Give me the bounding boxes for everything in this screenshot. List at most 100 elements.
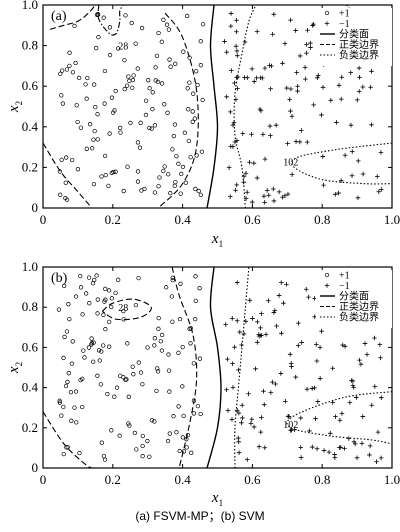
y-tick-label: 0.6	[22, 339, 39, 354]
point-positive	[99, 349, 104, 354]
curve-dashed	[43, 142, 93, 208]
point-positive	[131, 372, 136, 377]
point-negative	[374, 459, 379, 465]
point-positive	[130, 364, 135, 369]
point-negative	[255, 339, 260, 345]
point-negative	[266, 192, 272, 198]
point-negative	[249, 131, 254, 137]
point-negative	[321, 182, 326, 188]
point-positive	[147, 86, 152, 91]
point-positive	[110, 110, 116, 115]
point-positive	[133, 41, 138, 46]
point-positive	[197, 356, 203, 361]
point-negative	[332, 452, 337, 457]
point-positive	[176, 404, 181, 409]
point-positive	[154, 53, 160, 59]
point-negative	[369, 68, 374, 74]
y-tick-label: 1.0	[22, 0, 38, 12]
point-positive	[168, 191, 173, 196]
point-negative	[313, 342, 319, 347]
point-positive	[124, 83, 130, 88]
point-negative	[352, 441, 358, 447]
point-negative	[367, 452, 372, 458]
point-negative	[259, 332, 264, 338]
point-negative	[239, 420, 244, 426]
point-negative	[262, 65, 268, 71]
point-positive	[172, 183, 177, 188]
point-positive	[166, 368, 172, 373]
point-negative	[293, 139, 299, 144]
point-positive	[62, 334, 67, 340]
point-negative	[289, 172, 295, 177]
point-negative	[243, 196, 249, 201]
point-positive	[152, 419, 157, 424]
point-negative	[305, 27, 310, 33]
point-positive	[150, 107, 155, 112]
point-negative	[256, 444, 262, 449]
chart-panel-0: 0 0.2 0.4 0.6 0.8 1.0 0 0.2 0.4 0.6 0.8 1.0 x1 x2 (a) 2…	[6, 0, 400, 249]
point-positive	[180, 435, 186, 440]
point-negative	[288, 361, 294, 366]
point-negative	[298, 445, 304, 450]
point-positive	[70, 157, 75, 163]
point-negative	[336, 190, 341, 196]
point-positive	[155, 369, 161, 374]
point-positive	[192, 116, 198, 121]
point-positive	[80, 312, 85, 317]
point-positive	[156, 326, 161, 331]
point-negative	[303, 286, 309, 292]
curve-dotted	[233, 5, 257, 208]
point-negative	[244, 189, 250, 195]
point-positive	[176, 161, 181, 166]
point-positive	[140, 454, 145, 459]
point-positive	[64, 329, 70, 334]
point-positive	[188, 326, 194, 331]
y-tick-label: 0	[32, 200, 39, 215]
point-positive	[75, 167, 81, 172]
point-positive	[73, 389, 79, 394]
point-positive	[130, 77, 136, 83]
point-positive	[103, 326, 108, 332]
point-positive	[93, 104, 98, 110]
point-positive	[115, 46, 121, 51]
point-negative	[337, 417, 343, 423]
x-tick-label: 0.4	[174, 472, 191, 487]
point-negative	[267, 63, 272, 68]
point-negative	[259, 311, 264, 316]
point-positive	[78, 377, 83, 383]
point-positive	[165, 438, 171, 444]
point-negative	[338, 178, 344, 183]
point-positive	[158, 339, 163, 344]
point-positive	[162, 164, 167, 169]
point-positive	[95, 373, 100, 378]
point-negative	[283, 399, 288, 404]
point-positive	[97, 358, 102, 363]
point-positive	[74, 103, 79, 108]
point-negative	[334, 120, 339, 125]
point-negative	[320, 154, 326, 159]
point-negative	[230, 122, 236, 128]
point-positive	[189, 450, 194, 455]
point-negative	[351, 385, 357, 390]
point-negative	[235, 435, 241, 441]
point-positive	[199, 149, 205, 154]
point-negative	[315, 75, 320, 81]
point-negative	[254, 175, 260, 181]
point-positive	[75, 119, 80, 125]
point-positive	[159, 39, 164, 44]
point-negative	[310, 444, 315, 450]
point-positive	[101, 15, 106, 20]
x-tick-label: 0.2	[105, 472, 121, 487]
point-negative	[254, 29, 260, 34]
point-positive	[112, 394, 117, 399]
y-tick-label: 0.2	[22, 159, 38, 174]
point-negative	[306, 294, 311, 300]
point-negative	[279, 330, 284, 336]
point-negative	[259, 415, 264, 420]
point-positive	[95, 311, 100, 316]
point-negative	[364, 352, 370, 357]
point-positive	[84, 146, 89, 151]
point-negative	[288, 86, 294, 92]
point-negative	[288, 428, 293, 433]
point-negative	[320, 85, 326, 90]
